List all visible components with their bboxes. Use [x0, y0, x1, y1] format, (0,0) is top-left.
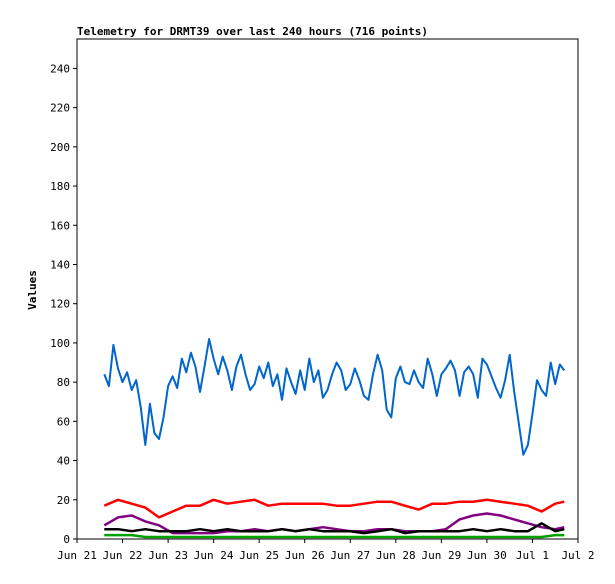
y-tick-label: 140	[50, 258, 70, 271]
series-blue-line	[103, 338, 566, 456]
x-tick-label: Jun 25	[239, 549, 279, 562]
plot-area: 0 20 40 60 80 100 120 140 160 180 200 220 240 Jun 21 J…	[50, 38, 595, 562]
y-tick-label: 160	[50, 219, 70, 232]
series-red-line	[103, 498, 565, 519]
y-tick-label: 20	[57, 494, 70, 507]
series-green-line	[104, 533, 565, 539]
y-tick-label: 180	[50, 180, 70, 193]
chart-title: Telemetry for DRMT39 over last 240 hours…	[77, 25, 428, 38]
y-axis-label: Values	[26, 270, 39, 310]
y-tick-label: 80	[57, 376, 70, 389]
y-tick-label: 60	[57, 415, 70, 428]
x-tick-label: Jun 29	[421, 549, 461, 562]
x-tick-label: Jun 23	[148, 549, 188, 562]
y-tick-label: 40	[57, 455, 70, 468]
x-tick-label: Jun 30	[467, 549, 507, 562]
x-tick-label: Jul 1	[516, 549, 549, 562]
y-tick-label: 200	[50, 141, 70, 154]
plot-frame	[76, 38, 579, 540]
series-black-line	[104, 522, 565, 535]
x-tick-label: Jul 2	[561, 549, 594, 562]
y-tick-label: 0	[63, 533, 70, 546]
x-tick-label: Jun 21	[57, 549, 97, 562]
x-tick-label: Jun 24	[194, 549, 234, 562]
series-purple-line	[103, 512, 565, 535]
x-tick-label: Jun 26	[285, 549, 325, 562]
y-tick-label: 100	[50, 337, 70, 350]
x-tick-label: Jun 22	[103, 549, 143, 562]
y-tick-label: 220	[50, 102, 70, 115]
x-tick-label: Jun 28	[376, 549, 416, 562]
y-tick-label: 120	[50, 298, 70, 311]
y-tick-label: 240	[50, 62, 70, 75]
x-tick-label: Jun 27	[330, 549, 370, 562]
